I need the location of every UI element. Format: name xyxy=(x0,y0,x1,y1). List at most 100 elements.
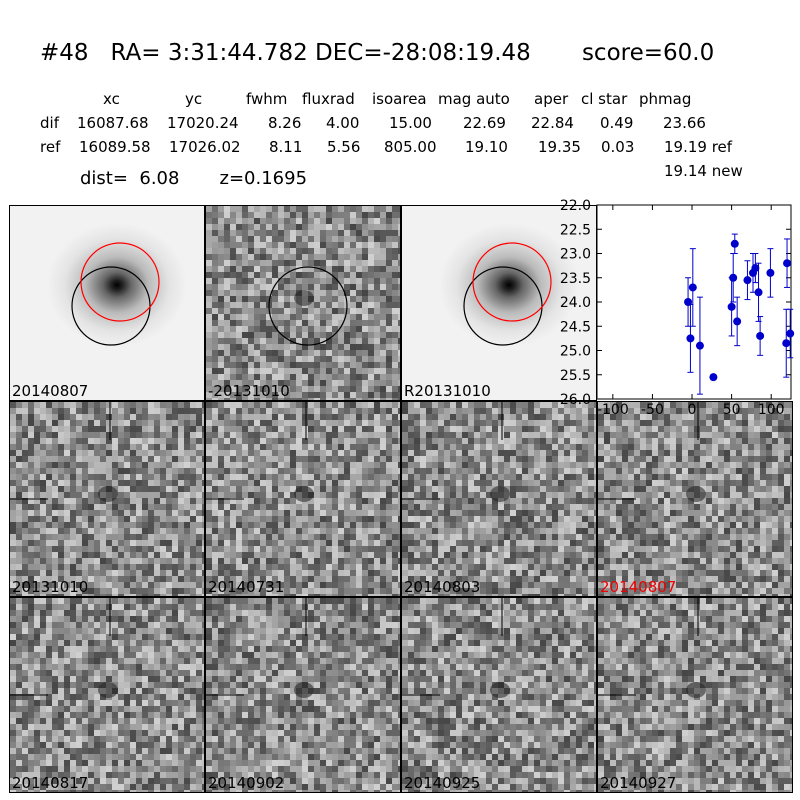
residual-spot xyxy=(294,486,314,502)
stamp-image xyxy=(10,206,204,400)
col-header-aper: aper xyxy=(534,90,569,108)
table-cell: 15.00 xyxy=(389,114,432,132)
residual-spot xyxy=(98,682,118,698)
table-cell: 805.00 xyxy=(384,138,437,156)
data-point xyxy=(786,329,795,338)
galaxy-blob xyxy=(47,223,187,347)
col-header-fluxrad: fluxrad xyxy=(302,90,355,108)
stamp-image xyxy=(206,206,400,400)
data-point xyxy=(688,283,697,292)
panel-date-label: -20131010 xyxy=(208,382,290,400)
table-cell: 23.66 xyxy=(663,114,706,132)
image-panel: 20140902 xyxy=(205,597,401,793)
stamp-image xyxy=(206,402,400,596)
table-cell: 19.19 ref xyxy=(664,138,733,156)
image-panel: 20140807 xyxy=(597,401,793,597)
table-cell: 8.11 xyxy=(269,138,303,156)
col-header-cl-star: cl star xyxy=(581,90,628,108)
col-header-isoarea: isoarea xyxy=(372,90,427,108)
image-panel: R20131010 xyxy=(401,205,597,401)
page-title: #48 RA= 3:31:44.782 DEC=-28:08:19.48 sco… xyxy=(40,40,715,66)
data-point xyxy=(743,276,752,285)
x-tick-label: -100 xyxy=(597,402,629,418)
x-tick-label: -50 xyxy=(641,402,664,418)
stamp-image xyxy=(402,402,596,596)
image-panel: 20140731 xyxy=(205,401,401,597)
x-tick-label: 100 xyxy=(758,402,785,418)
table-cell: 19.10 xyxy=(465,138,508,156)
data-point xyxy=(695,341,704,350)
y-tick-label: 22.5 xyxy=(560,222,591,238)
image-panel: 20140925 xyxy=(401,597,597,793)
panel-date-label: 20140817 xyxy=(12,774,89,792)
galaxy-blob xyxy=(439,223,579,347)
row-label-dif: dif xyxy=(40,114,59,132)
col-header-mag-auto: mag auto xyxy=(438,90,510,108)
detection-circle xyxy=(80,242,160,322)
table-cell: 5.56 xyxy=(327,138,361,156)
panel-date-label: 20140807 xyxy=(12,382,89,400)
y-tick-label: 24.0 xyxy=(560,295,591,311)
table-cell: 4.00 xyxy=(326,114,360,132)
stamp-image xyxy=(402,598,596,792)
residual-spot xyxy=(686,682,706,698)
residual-spot xyxy=(490,486,510,502)
y-tick-label: 23.0 xyxy=(560,247,591,263)
residual-spot xyxy=(98,486,118,502)
data-point xyxy=(730,239,739,248)
y-tick-label: 25.0 xyxy=(560,344,591,360)
table-cell: 0.03 xyxy=(601,138,635,156)
residual-spot xyxy=(294,290,314,306)
col-header-phmag: phmag xyxy=(639,90,692,108)
data-point xyxy=(709,373,718,382)
data-point xyxy=(766,268,775,277)
data-point xyxy=(727,302,736,311)
plot-frame xyxy=(596,204,792,400)
panel-date-label: 20140803 xyxy=(404,578,481,596)
phmag-new-readout: 19.14 new xyxy=(664,162,743,180)
image-panel: 20140803 xyxy=(401,401,597,597)
image-panel: 20140807 xyxy=(9,205,205,401)
image-panel: 20131010 xyxy=(9,401,205,597)
dist-z-readout: dist= 6.08 z=0.1695 xyxy=(80,168,308,189)
data-point xyxy=(729,273,738,282)
panel-date-label: 20131010 xyxy=(12,578,89,596)
col-header-yc: yc xyxy=(185,90,203,108)
x-tick-label: 0 xyxy=(688,402,697,418)
panel-date-label: R20131010 xyxy=(404,382,491,400)
table-cell: 17026.02 xyxy=(169,138,241,156)
panel-date-label: 20140925 xyxy=(404,774,481,792)
residual-spot xyxy=(294,682,314,698)
stamp-image xyxy=(10,402,204,596)
stamp-image xyxy=(10,598,204,792)
ref-circle xyxy=(463,266,543,346)
stamp-image xyxy=(598,598,792,792)
data-point xyxy=(686,334,695,343)
residual-spot xyxy=(686,486,706,502)
col-header-xc: xc xyxy=(103,90,120,108)
y-tick-label: 22.0 xyxy=(560,198,591,214)
panel-date-label: 20140807 xyxy=(600,578,677,596)
image-panel: 20140927 xyxy=(597,597,793,793)
table-cell: 22.84 xyxy=(531,114,574,132)
data-point xyxy=(756,331,765,340)
data-point xyxy=(754,288,763,297)
table-cell: 16087.68 xyxy=(77,114,149,132)
row-label-ref: ref xyxy=(40,138,61,156)
stamp-image xyxy=(402,206,596,400)
data-point xyxy=(782,339,791,348)
image-panel: -20131010 xyxy=(205,205,401,401)
stamp-image xyxy=(598,402,792,596)
table-cell: 0.49 xyxy=(600,114,634,132)
lightcurve-svg: 22.0 22.5 23.0 23.5 24.0 24.5 25.0 25.5 26.0 -100… xyxy=(560,198,795,418)
table-cell: 22.69 xyxy=(463,114,506,132)
detection-circle xyxy=(472,242,552,322)
y-tick-label: 25.5 xyxy=(560,368,591,384)
data-point xyxy=(733,317,742,326)
x-tick-label: 50 xyxy=(723,402,741,418)
table-cell: 17020.24 xyxy=(167,114,239,132)
panel-date-label: 20140927 xyxy=(600,774,677,792)
y-tick-label: 26.0 xyxy=(560,392,591,408)
data-point xyxy=(783,259,792,268)
image-panel: 20140817 xyxy=(9,597,205,793)
